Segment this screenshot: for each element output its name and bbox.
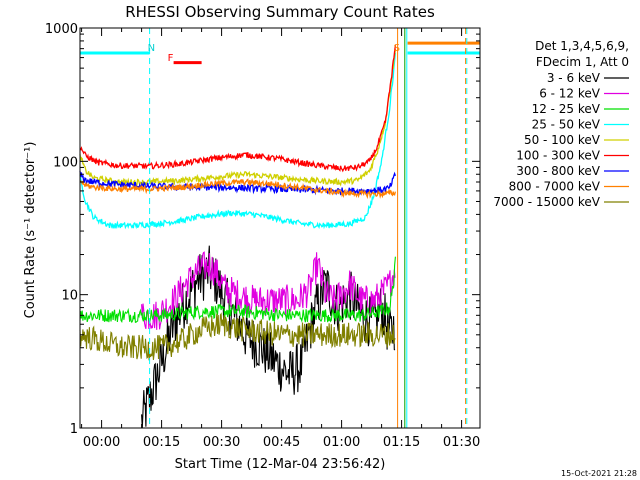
annotation-s: S (394, 43, 400, 54)
y-tick-label: 10 (61, 289, 78, 304)
y-axis-label: Count Rate (s⁻¹ detector⁻¹) (23, 142, 38, 319)
footer-date: 15-Oct-2021 21:28 (561, 469, 637, 478)
y-tick-label: 1 (70, 422, 78, 437)
legend-header-line-1: Det 1,3,4,5,6,9, (535, 39, 629, 53)
legend-label: 100 - 300 keV (516, 149, 600, 163)
legend-label: 3 - 6 keV (547, 71, 601, 85)
legend-label: 6 - 12 keV (539, 87, 601, 101)
series-7000-15000-kev (79, 312, 396, 361)
legend-label: 800 - 7000 keV (509, 180, 601, 194)
x-tick-label: 00:15 (143, 435, 180, 450)
x-axis-label: Start Time (12-Mar-04 23:56:42) (175, 457, 386, 472)
x-tick-label: 01:00 (323, 435, 360, 450)
x-tick-label: 01:15 (383, 435, 420, 450)
series-line (80, 178, 397, 200)
series-line (79, 256, 396, 324)
y-tick-label: 1000 (45, 22, 78, 37)
y-tick-label: 100 (53, 155, 78, 170)
series-100-300-kev (79, 45, 397, 173)
series-line (79, 52, 397, 230)
series-line (79, 312, 396, 361)
series-6-12-kev (141, 251, 396, 330)
series-line (141, 251, 396, 330)
annotation-n: N (148, 43, 155, 54)
series-800-7000-kev (80, 178, 397, 200)
legend-label: 300 - 800 keV (516, 164, 600, 178)
series-12-25-kev (79, 256, 396, 324)
series-line (79, 45, 397, 173)
series-25-50-kev (79, 52, 397, 230)
x-tick-label: 01:30 (443, 435, 480, 450)
legend-header-line-2: FDecim 1, Att 0 (536, 55, 629, 69)
annotation-f: F (168, 53, 174, 64)
x-tick-label: 00:45 (263, 435, 300, 450)
legend-label: 12 - 25 keV (532, 102, 601, 116)
plot-frame (79, 27, 481, 429)
x-tick-label: 00:30 (203, 435, 240, 450)
chart-title: RHESSI Observing Summary Count Rates (125, 3, 435, 21)
x-tick-label: 00:00 (83, 435, 120, 450)
legend-label: 7000 - 15000 keV (493, 195, 600, 209)
legend-label: 50 - 100 keV (524, 133, 601, 147)
legend-label: 25 - 50 keV (532, 118, 601, 132)
legend: Det 1,3,4,5,6,9, FDecim 1, Att 0 3 - 6 k… (493, 39, 629, 209)
